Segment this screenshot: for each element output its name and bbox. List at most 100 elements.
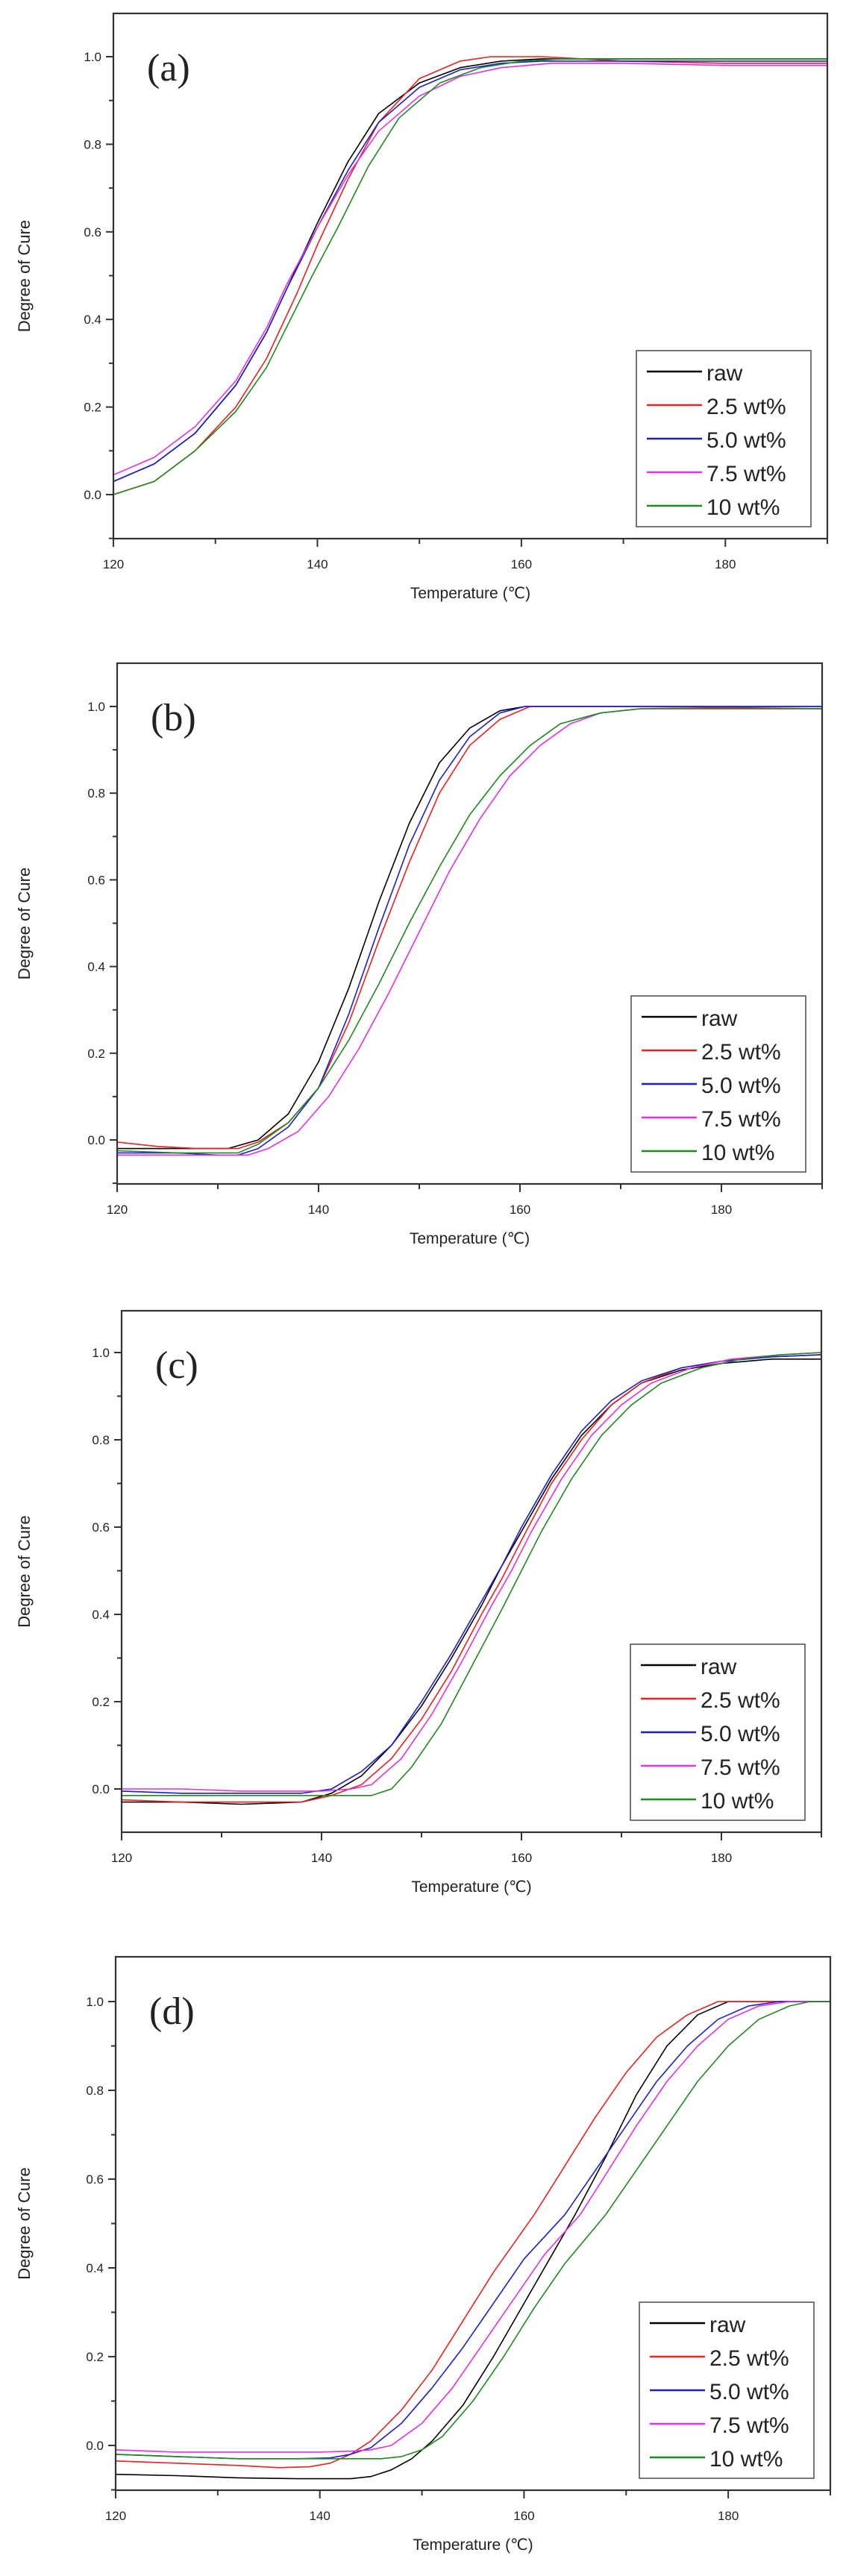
y-tick-label: 0.2 — [92, 1695, 110, 1709]
x-axis-title: Temperature (℃) — [410, 1230, 530, 1247]
y-tick-label: 0.2 — [87, 1047, 105, 1061]
legend-item: 2.5 wt% — [641, 1688, 780, 1713]
legend-item: 7.5 wt% — [650, 2413, 789, 2438]
y-tick-label: 0.4 — [84, 313, 101, 327]
x-tick-label: 120 — [103, 557, 124, 571]
legend-item: 5.0 wt% — [647, 428, 786, 453]
y-tick-label: 1.0 — [92, 1346, 110, 1360]
legend-item: 5.0 wt% — [641, 1722, 780, 1746]
legend-label: 7.5 wt% — [701, 1107, 781, 1132]
legend-item: 2.5 wt% — [647, 395, 786, 419]
legend-label: 7.5 wt% — [706, 462, 786, 486]
series-group — [116, 2001, 830, 2480]
x-tick-label: 160 — [511, 557, 532, 571]
y-axis-title: Degree of Cure — [15, 1515, 34, 1627]
legend-label: 10 wt% — [701, 1789, 774, 1814]
y-tick-label: 0.4 — [86, 2261, 104, 2275]
series-line-7-5-wt- — [122, 1352, 821, 1792]
legend-label: raw — [706, 361, 743, 386]
series-group — [113, 56, 827, 495]
series-group — [122, 1352, 821, 1805]
x-tick-label: 160 — [513, 2509, 534, 2523]
y-tick-label: 0.8 — [87, 786, 105, 800]
panel-label: (a) — [147, 47, 190, 90]
legend-item: 10 wt% — [642, 1141, 774, 1165]
panel-label: (b) — [151, 697, 196, 739]
y-tick-label: 0.6 — [86, 2172, 104, 2187]
x-axis-title: Temperature (℃) — [410, 585, 530, 602]
x-axis-title: Temperature (℃) — [411, 1878, 531, 1896]
chart-panel: 120 140 160 180 0.0 0.2 0.4 0.6 0.8 1.0 Temperatur… — [15, 1955, 832, 2554]
legend: raw 2.5 wt% 5.0 wt% 7.5 wt% 10 wt% — [630, 1643, 806, 1821]
legend-label: 7.5 wt% — [709, 2413, 789, 2438]
legend-item: raw — [642, 1006, 738, 1031]
series-line-2-5-wt- — [117, 706, 822, 1150]
y-tick-label: 0.8 — [86, 2084, 104, 2098]
legend-item: 7.5 wt% — [642, 1107, 781, 1132]
series-group — [117, 706, 822, 1156]
legend-item: 7.5 wt% — [641, 1755, 780, 1780]
legend-label: 2.5 wt% — [709, 2346, 789, 2371]
x-tick-label: 140 — [311, 1851, 332, 1865]
legend-item: 5.0 wt% — [642, 1074, 781, 1098]
legend-label: raw — [709, 2313, 746, 2337]
y-tick-label: 0.0 — [87, 1133, 105, 1147]
series-line-10-wt- — [113, 58, 827, 495]
y-tick-label: 0.6 — [92, 1520, 110, 1535]
series-line-10-wt- — [117, 708, 822, 1154]
y-axis-title: Degree of Cure — [15, 868, 34, 980]
series-line-5-0-wt- — [113, 60, 827, 483]
y-tick-label: 0.2 — [86, 2350, 104, 2364]
legend-item: 10 wt% — [641, 1789, 774, 1814]
legend-label: raw — [701, 1006, 738, 1031]
x-tick-label: 140 — [307, 557, 328, 571]
legend-box — [639, 2301, 815, 2479]
chart-panel: 120 140 160 180 0.0 0.2 0.4 0.6 0.8 1.0 Temperatur… — [15, 662, 824, 1247]
legend-label: 5.0 wt% — [701, 1722, 780, 1746]
panel-label: (c) — [155, 1344, 198, 1387]
legend-label: 5.0 wt% — [709, 2380, 789, 2404]
series-line-raw — [116, 2001, 830, 2480]
legend-item: raw — [647, 361, 743, 386]
panel-label: (d) — [149, 1990, 195, 2033]
x-tick-label: 120 — [111, 1851, 132, 1865]
y-tick-label: 0.8 — [84, 137, 101, 151]
panels: 120 140 160 180 0.0 0.2 0.4 0.6 0.8 1.0 Temperatur… — [15, 12, 832, 2554]
legend-item: 10 wt% — [647, 495, 780, 520]
legend: raw 2.5 wt% 5.0 wt% 7.5 wt% 10 wt% — [639, 2301, 815, 2479]
series-line-2-5-wt- — [116, 2001, 830, 2469]
legend-label: 7.5 wt% — [701, 1755, 780, 1780]
y-tick-label: 0.2 — [84, 401, 101, 415]
x-tick-label: 180 — [711, 1203, 732, 1217]
y-tick-label: 1.0 — [87, 700, 105, 714]
y-tick-label: 1.0 — [86, 1995, 104, 2009]
y-axis-title: Degree of Cure — [15, 2167, 34, 2279]
legend-item: 2.5 wt% — [650, 2346, 789, 2371]
x-tick-label: 140 — [310, 2509, 330, 2523]
y-tick-label: 0.6 — [84, 225, 101, 239]
legend-item: 7.5 wt% — [647, 462, 786, 486]
y-axis-title: Degree of Cure — [15, 220, 34, 332]
series-line-7-5-wt- — [113, 63, 827, 476]
x-axis-title: Temperature (℃) — [413, 2536, 533, 2554]
y-tick-label: 1.0 — [84, 50, 101, 64]
legend-item: 10 wt% — [650, 2447, 783, 2472]
y-tick-label: 0.0 — [86, 2439, 104, 2453]
legend-label: 5.0 wt% — [701, 1074, 781, 1098]
y-tick-label: 0.0 — [84, 488, 101, 502]
x-tick-label: 120 — [107, 1203, 128, 1217]
chart-panel: 120 140 160 180 0.0 0.2 0.4 0.6 0.8 1.0 Temperatur… — [15, 1309, 823, 1896]
legend-item: raw — [650, 2313, 746, 2337]
legend-label: 10 wt% — [701, 1141, 774, 1165]
legend-label: 2.5 wt% — [706, 395, 786, 419]
x-tick-label: 180 — [718, 2509, 739, 2523]
y-tick-label: 0.8 — [92, 1433, 110, 1447]
legend: raw 2.5 wt% 5.0 wt% 7.5 wt% 10 wt% — [636, 350, 812, 527]
x-tick-label: 120 — [105, 2509, 126, 2523]
series-line-5-0-wt- — [122, 1354, 821, 1794]
y-tick-label: 0.6 — [87, 873, 105, 887]
series-line-10-wt- — [122, 1352, 821, 1796]
y-tick-label: 0.4 — [92, 1608, 110, 1622]
legend-label: 10 wt% — [706, 495, 780, 520]
